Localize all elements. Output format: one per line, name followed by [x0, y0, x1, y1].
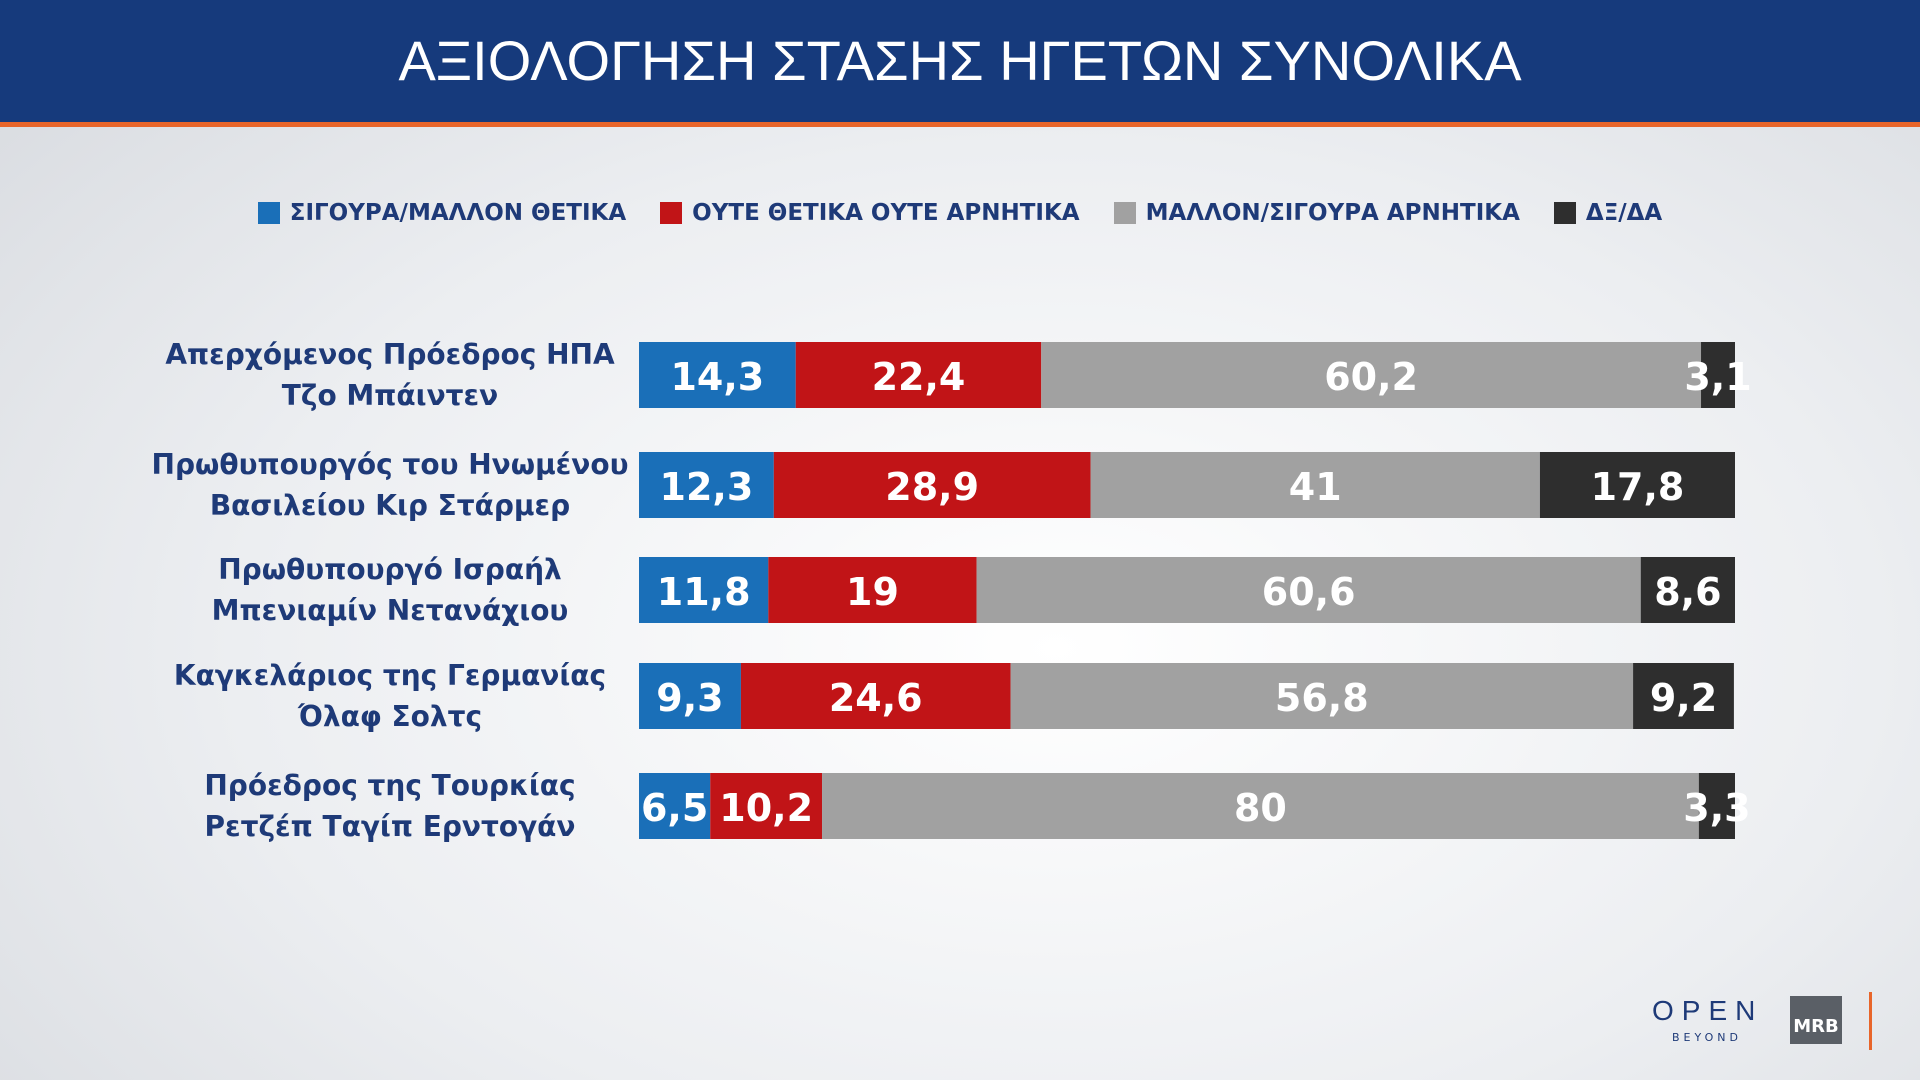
value-label: 19: [846, 570, 899, 614]
bar-segment: [768, 557, 977, 623]
value-label: 3,3: [1683, 786, 1750, 830]
value-label: 3,1: [1684, 355, 1751, 399]
category-label: Πρόεδρος της Τουρκίας Ρετζέπ Ταγίπ Ερντο…: [204, 769, 576, 843]
bar-segment: [795, 342, 1042, 408]
value-label: 60,6: [1262, 570, 1356, 614]
legend-item: ΜΑΛΛΟΝ/ΣΙΓΟΥΡΑ ΑΡΝΗΤΙΚΑ: [1113, 200, 1520, 226]
legend-swatch: [1113, 202, 1136, 224]
bar-segment: [1539, 452, 1735, 518]
bar-segment: [639, 342, 796, 408]
bar-segment: [639, 773, 711, 839]
category-label: Πρωθυπουργό Ισραήλ Μπενιαμίν Νετανάχιου: [211, 553, 569, 627]
bar-segment: [822, 773, 1699, 839]
legend-item: ΔΞ/ΔΑ: [1553, 200, 1663, 226]
legend-label: ΔΞ/ΔΑ: [1585, 200, 1663, 226]
bar-segment: [639, 452, 774, 518]
legend-label: ΟΥΤΕ ΘΕΤΙΚΑ ΟΥΤΕ ΑΡΝΗΤΙΚΑ: [692, 200, 1080, 226]
value-label: 17,8: [1591, 465, 1685, 509]
bar-segment: [639, 663, 741, 729]
divider: [1869, 992, 1872, 1050]
value-label: 10,2: [719, 786, 813, 830]
value-label: 6,5: [641, 786, 708, 830]
title-bar: [0, 0, 1920, 127]
legend: ΣΙΓΟΥΡΑ/ΜΑΛΛΟΝ ΘΕΤΙΚΑ ΟΥΤΕ ΘΕΤΙΚΑ ΟΥΤΕ ΑΡ…: [0, 200, 1920, 226]
value-label: 41: [1289, 465, 1342, 509]
value-label: 24,6: [829, 676, 923, 720]
value-label: 22,4: [872, 355, 966, 399]
bar-segment: [1701, 342, 1735, 408]
value-label: 14,3: [670, 355, 764, 399]
bar-segment: [976, 557, 1641, 623]
legend-item: ΣΙΓΟΥΡΑ/ΜΑΛΛΟΝ ΘΕΤΙΚΑ: [257, 200, 627, 226]
category-label: Πρωθυπουργός του Ηνωμένου Βασιλείου Κιρ …: [151, 448, 629, 522]
value-label: 9,3: [656, 676, 723, 720]
bar-segment: [1090, 452, 1540, 518]
value-label: 60,2: [1324, 355, 1418, 399]
bar-segment: [1041, 342, 1702, 408]
logo-beyond: BEYOND: [1672, 1031, 1742, 1044]
value-label: 9,2: [1650, 676, 1717, 720]
legend-swatch: [660, 202, 683, 224]
logo-mrb: MRB: [1790, 996, 1842, 1044]
legend-label: ΜΑΛΛΟΝ/ΣΙΓΟΥΡΑ ΑΡΝΗΤΙΚΑ: [1145, 200, 1520, 226]
bar-segment: [773, 452, 1091, 518]
value-label: 11,8: [657, 570, 751, 614]
bar-segment: [1640, 557, 1735, 623]
legend-label: ΣΙΓΟΥΡΑ/ΜΑΛΛΟΝ ΘΕΤΙΚΑ: [289, 200, 627, 226]
bar-segment: [639, 557, 769, 623]
bar-segment: [1698, 773, 1735, 839]
legend-item: ΟΥΤΕ ΘΕΤΙΚΑ ΟΥΤΕ ΑΡΝΗΤΙΚΑ: [660, 200, 1080, 226]
bar-segment: [740, 663, 1011, 729]
bar-segment: [1633, 663, 1734, 729]
legend-swatch: [1553, 202, 1576, 224]
chart-title: ΑΞΙΟΛΟΓΗΣΗ ΣΤΑΣΗΣ ΗΓΕΤΩΝ ΣΥΝΟΛΙΚΑ: [398, 29, 1522, 92]
bar-segment: [710, 773, 823, 839]
category-label: Απερχόμενος Πρόεδρος ΗΠΑ Τζο Μπάιντεν: [165, 338, 615, 412]
value-label: 56,8: [1275, 676, 1369, 720]
logo-open: OPEN: [1652, 995, 1764, 1026]
category-label: Καγκελάριος της Γερμανίας Όλαφ Σολτς: [173, 659, 607, 733]
bar-segment: [1010, 663, 1634, 729]
legend-swatch: [257, 202, 280, 224]
value-label: 8,6: [1654, 570, 1721, 614]
value-label: 80: [1234, 786, 1287, 830]
value-label: 12,3: [660, 465, 754, 509]
value-label: 28,9: [885, 465, 979, 509]
